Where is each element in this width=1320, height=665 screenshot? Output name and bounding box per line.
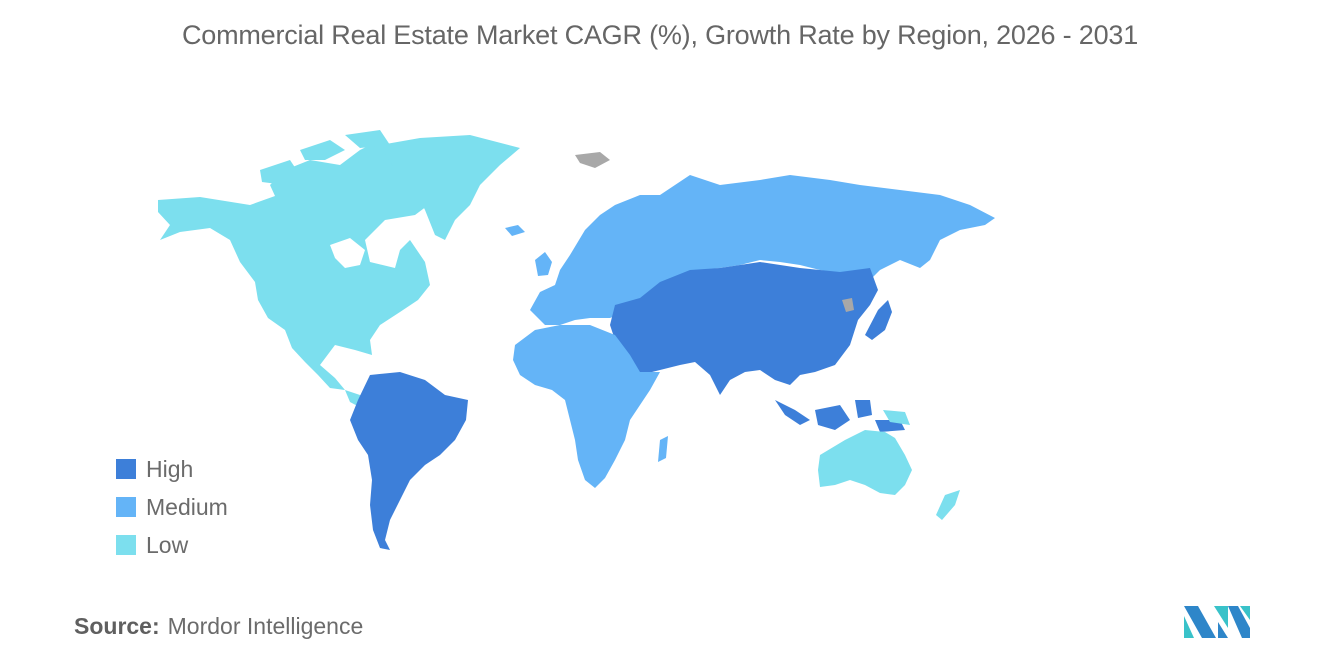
region-south-america — [350, 372, 468, 550]
legend-item-low: Low — [116, 526, 228, 564]
region-europe-russia — [530, 175, 995, 325]
legend-item-medium: Medium — [116, 488, 228, 526]
legend-label: Low — [146, 531, 189, 558]
legend-label: High — [146, 455, 194, 482]
source-label: Source: — [74, 613, 160, 639]
region-africa — [513, 325, 660, 488]
chart-title: Commercial Real Estate Market CAGR (%), … — [181, 20, 1139, 50]
source-value: Mordor Intelligence — [167, 613, 364, 639]
mordor-intelligence-logo-icon — [1184, 606, 1250, 638]
source-note: Source: Mordor Intelligence — [74, 613, 363, 640]
legend-label: Medium — [146, 493, 228, 520]
region-australia — [818, 430, 912, 495]
legend: High Medium Low — [116, 450, 228, 564]
region-japan — [865, 300, 892, 340]
swatch-low — [116, 535, 136, 555]
region-asia-high — [610, 262, 878, 395]
swatch-high — [116, 459, 136, 479]
legend-item-high: High — [116, 450, 228, 488]
swatch-medium — [116, 497, 136, 517]
region-greenland — [380, 135, 520, 240]
region-north-america — [158, 140, 435, 390]
